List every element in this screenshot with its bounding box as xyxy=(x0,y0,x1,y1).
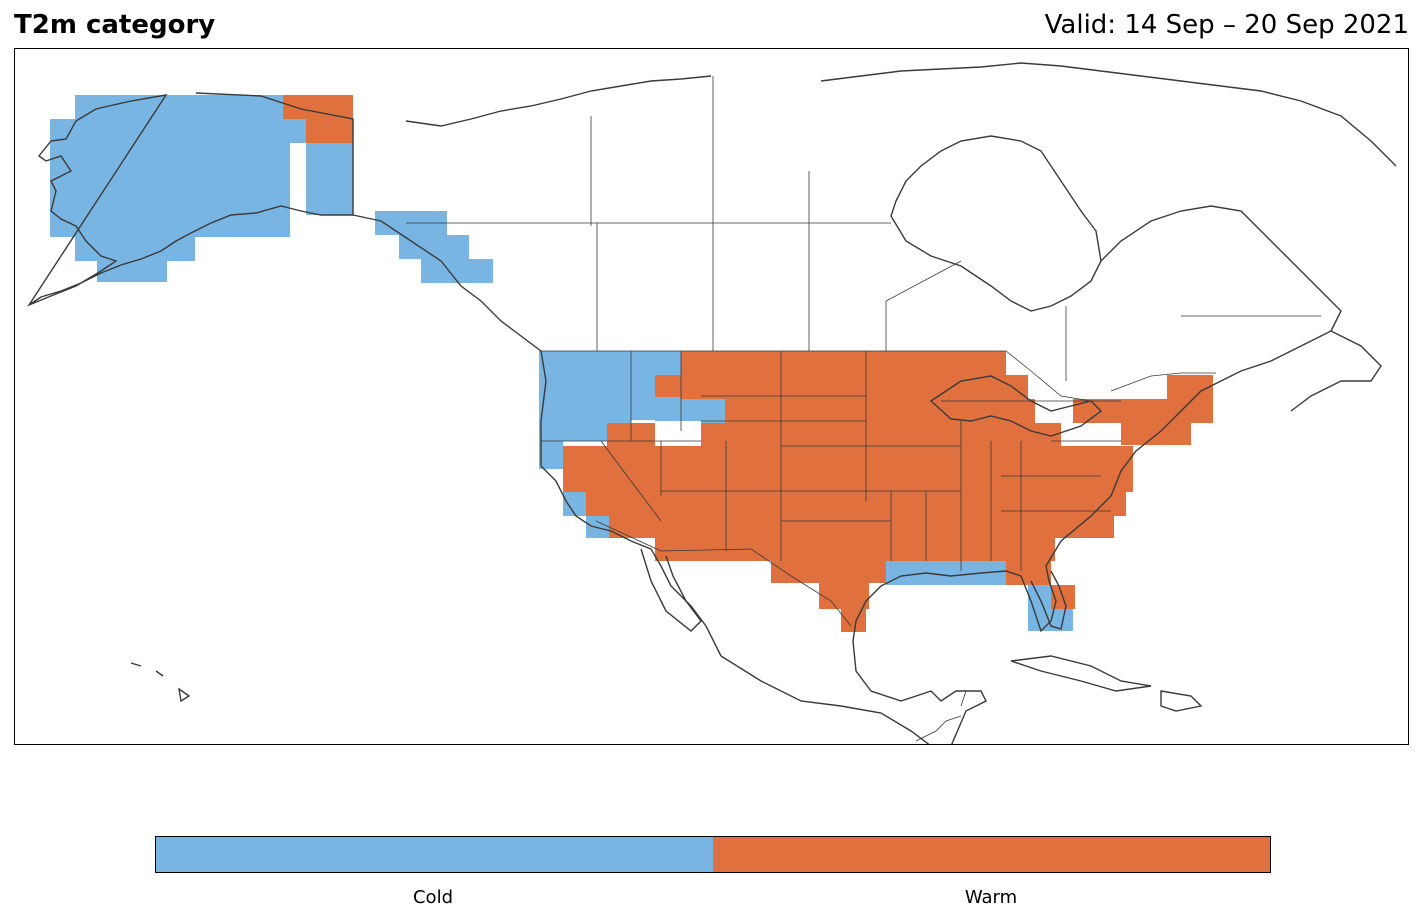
cell-warm xyxy=(1073,399,1213,423)
cuba-coast xyxy=(1010,655,1152,692)
cell-cold xyxy=(97,259,167,282)
cell-cold xyxy=(539,441,563,469)
cell-cold xyxy=(1028,585,1051,631)
legend-label-warm: Warm xyxy=(964,887,1018,908)
labrador-coast xyxy=(1100,205,1342,332)
cell-warm xyxy=(655,538,1055,561)
cell-warm xyxy=(771,561,886,583)
cell-cold xyxy=(306,143,353,215)
map-canvas xyxy=(27,62,1397,744)
cell-warm xyxy=(1028,447,1118,492)
hawaii-islands xyxy=(130,662,191,703)
cell-cold xyxy=(701,399,725,423)
cell-cold xyxy=(643,351,681,375)
cell-warm xyxy=(701,423,1061,447)
cell-cold xyxy=(1051,609,1073,631)
map-panel[interactable] xyxy=(14,48,1409,745)
cell-cold xyxy=(399,235,469,259)
borders xyxy=(352,76,1321,742)
coastlines xyxy=(27,62,1397,744)
cell-warm xyxy=(819,583,869,609)
us-canada-border xyxy=(541,350,1216,402)
cell-warm xyxy=(725,399,1035,423)
cell-warm xyxy=(609,516,1114,538)
cell-warm xyxy=(655,375,705,397)
us-state-borders xyxy=(541,351,1121,571)
cell-cold xyxy=(421,259,493,283)
colorbar xyxy=(155,836,1271,873)
colorbar-segment-warm xyxy=(713,837,1270,872)
us-mexico-border xyxy=(595,520,852,627)
cell-warm xyxy=(1006,375,1028,399)
great-lakes xyxy=(929,375,1103,437)
west-coast xyxy=(352,214,722,657)
cell-warm xyxy=(306,119,353,143)
cell-cold xyxy=(655,397,702,421)
cell-warm xyxy=(1167,375,1213,399)
hudson-bay xyxy=(890,135,1102,312)
florida-coast xyxy=(1030,570,1067,630)
gulf-coast xyxy=(720,330,1382,744)
category-cells xyxy=(50,95,1213,632)
central-america-borders xyxy=(915,690,967,742)
map-title: T2m category xyxy=(14,10,216,40)
cell-warm xyxy=(681,351,1006,399)
canada-province-borders xyxy=(406,76,1321,381)
cell-cold xyxy=(283,119,306,143)
cell-warm xyxy=(1121,423,1191,445)
hispaniola-coast xyxy=(1160,690,1203,712)
legend-label-cold: Cold xyxy=(412,887,454,908)
cell-warm xyxy=(586,491,1126,516)
cell-warm xyxy=(841,607,866,632)
valid-date-range: Valid: 14 Sep – 20 Sep 2021 xyxy=(1044,10,1409,40)
baja-coast xyxy=(640,548,702,632)
cell-cold xyxy=(50,119,290,237)
colorbar-segment-cold xyxy=(156,837,713,872)
cell-cold xyxy=(631,375,655,420)
arctic-coast xyxy=(405,62,1397,167)
